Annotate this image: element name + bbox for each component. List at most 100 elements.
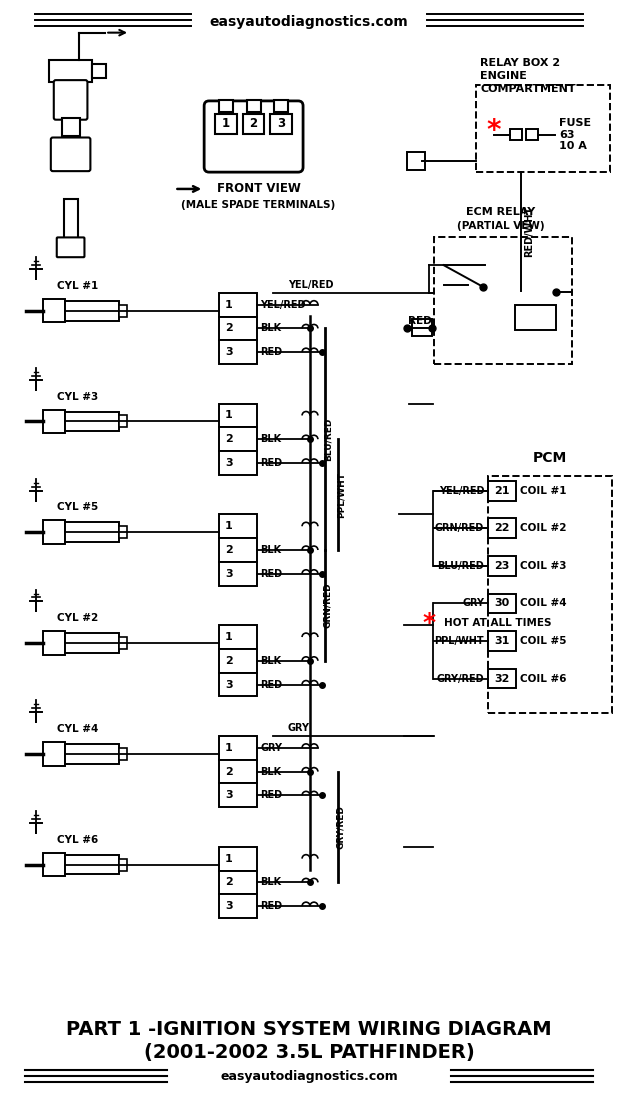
Text: BLK: BLK [261,544,282,556]
Text: 30: 30 [494,598,509,608]
Text: 31: 31 [494,636,510,646]
Bar [43,299,65,322]
Bar [510,129,522,141]
FancyBboxPatch shape [51,138,90,172]
Text: RED: RED [261,348,282,358]
Bar [488,594,516,614]
Text: GRY: GRY [261,742,282,752]
Text: ECM RELAY: ECM RELAY [466,207,536,217]
Text: BLK: BLK [261,767,282,777]
Text: 1: 1 [222,118,230,130]
Text: 63: 63 [559,130,575,140]
Bar [219,673,256,696]
Text: GRY: GRY [462,598,484,608]
Bar [488,669,516,689]
Text: GRY: GRY [287,723,309,733]
Text: (MALE SPADE TERMINALS): (MALE SPADE TERMINALS) [182,200,336,210]
Text: 10 A: 10 A [559,142,587,152]
Text: CYL #3: CYL #3 [57,392,98,402]
Bar [219,783,256,807]
Text: YEL/RED: YEL/RED [261,299,306,310]
Bar [243,113,265,133]
Bar [92,64,106,78]
Text: PCM: PCM [532,451,567,465]
Text: 2: 2 [225,878,233,888]
Text: BLK: BLK [261,323,282,333]
Text: 3: 3 [277,118,286,130]
Text: RED: RED [261,680,282,690]
Text: CYL #2: CYL #2 [57,614,98,624]
Bar [515,305,556,330]
Text: 2: 2 [225,656,233,666]
Text: 1: 1 [225,632,233,642]
Text: (PARTIAL VEW): (PARTIAL VEW) [457,220,544,231]
Text: CYL #1: CYL #1 [57,280,98,290]
Text: COIL #5: COIL #5 [520,636,566,646]
Bar [43,409,65,433]
Bar [62,118,80,135]
Bar [65,634,119,653]
Text: 23: 23 [494,561,510,571]
Bar [219,100,233,112]
Bar [488,631,516,651]
Bar [274,100,288,112]
Bar [219,451,256,475]
Bar [219,847,256,870]
Bar [219,427,256,451]
Text: YEL/RED: YEL/RED [439,485,484,496]
Bar [219,625,256,649]
Bar [219,340,256,364]
Text: BLK: BLK [261,434,282,444]
Text: YEL/RED: YEL/RED [288,279,334,290]
Text: HOT AT ALL TIMES: HOT AT ALL TIMES [444,618,551,628]
Text: 3: 3 [225,901,233,911]
Text: 1: 1 [225,854,233,864]
Text: 21: 21 [494,485,510,496]
Bar [65,522,119,542]
Bar [488,481,516,500]
Text: 1: 1 [225,521,233,531]
Text: 32: 32 [494,673,510,683]
Bar [526,129,538,141]
Bar [476,85,610,172]
Text: COIL #6: COIL #6 [520,673,566,683]
Text: COIL #4: COIL #4 [520,598,566,608]
Text: RED: RED [261,569,282,579]
Text: 3: 3 [225,348,233,358]
Text: GRY/RED: GRY/RED [436,673,484,683]
Bar [247,100,261,112]
Text: COIL #1: COIL #1 [520,485,566,496]
Text: BLU/RED: BLU/RED [438,561,484,571]
Text: RED: RED [408,316,431,326]
FancyBboxPatch shape [54,80,87,120]
Text: GRN/RED: GRN/RED [323,583,332,628]
Text: 2: 2 [225,323,233,333]
Bar [43,631,65,654]
Text: GRN/RED: GRN/RED [435,524,484,534]
Bar [412,319,431,337]
Bar [271,113,292,133]
Text: BLK: BLK [261,878,282,888]
Bar [43,852,65,877]
Bar [119,305,127,317]
Bar [119,637,127,649]
Text: 2: 2 [250,118,258,130]
Bar [119,416,127,427]
Bar [119,526,127,538]
Bar [219,870,256,894]
Bar [219,538,256,562]
Bar [219,894,256,918]
Text: CYL #4: CYL #4 [57,724,98,734]
Bar [219,317,256,340]
Text: easyautodiagnostics.com: easyautodiagnostics.com [210,14,408,29]
Bar [407,152,425,170]
Text: PART 1 -IGNITION SYSTEM WIRING DIAGRAM: PART 1 -IGNITION SYSTEM WIRING DIAGRAM [66,1021,552,1040]
Text: GRY/RED: GRY/RED [336,805,345,849]
Bar [488,556,516,575]
Text: RED/WHT: RED/WHT [523,206,534,257]
Text: 1: 1 [225,410,233,420]
Bar [65,855,119,875]
Bar [119,748,127,760]
Text: FRONT VIEW: FRONT VIEW [217,183,300,196]
Bar [219,649,256,673]
